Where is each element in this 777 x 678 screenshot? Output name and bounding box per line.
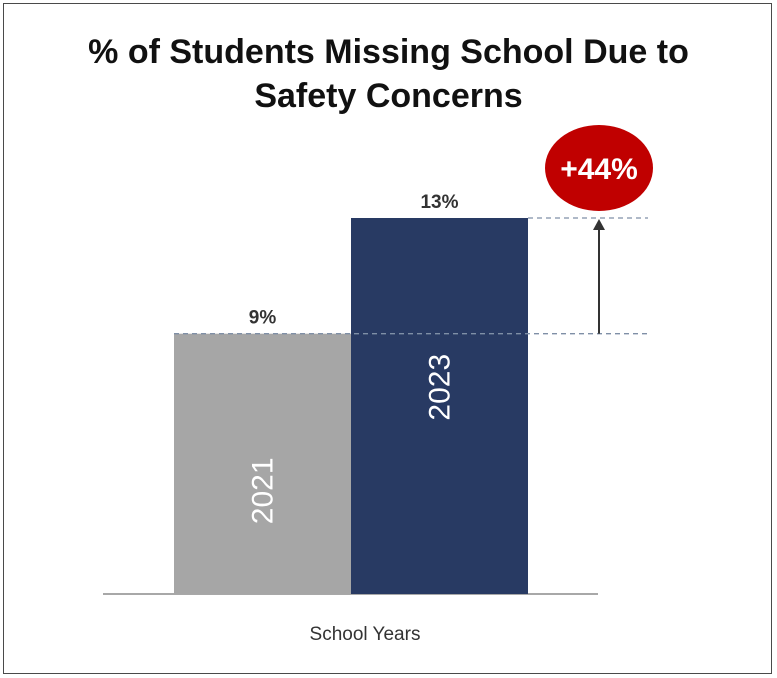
- bar-2023: [351, 218, 528, 594]
- chart-title: % of Students Missing School Due to Safe…: [0, 30, 777, 118]
- increase-arrow-head: [593, 219, 605, 230]
- title-line-2: Safety Concerns: [254, 77, 523, 115]
- category-label-2023: 2023: [424, 354, 457, 421]
- value-label-2021: 9%: [249, 308, 277, 329]
- change-badge: [545, 125, 653, 211]
- category-label-2021: 2021: [247, 457, 280, 524]
- title-line-1: % of Students Missing School Due to: [88, 33, 689, 71]
- bar-2021: [174, 333, 351, 594]
- change-badge-label: +44%: [560, 153, 638, 186]
- value-label-2023: 13%: [420, 192, 458, 213]
- x-axis-label: School Years: [310, 624, 421, 645]
